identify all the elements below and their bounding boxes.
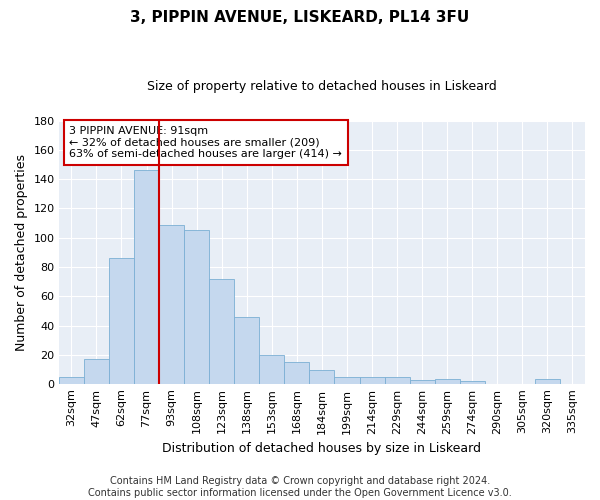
- Bar: [84, 360, 109, 384]
- Bar: [460, 382, 485, 384]
- Bar: [209, 279, 234, 384]
- Bar: [159, 224, 184, 384]
- X-axis label: Distribution of detached houses by size in Liskeard: Distribution of detached houses by size …: [163, 442, 481, 455]
- Bar: [184, 230, 209, 384]
- Text: 3 PIPPIN AVENUE: 91sqm
← 32% of detached houses are smaller (209)
63% of semi-de: 3 PIPPIN AVENUE: 91sqm ← 32% of detached…: [70, 126, 342, 159]
- Bar: [334, 377, 359, 384]
- Title: Size of property relative to detached houses in Liskeard: Size of property relative to detached ho…: [147, 80, 497, 93]
- Bar: [385, 377, 410, 384]
- Bar: [259, 355, 284, 384]
- Bar: [359, 377, 385, 384]
- Bar: [234, 317, 259, 384]
- Bar: [434, 378, 460, 384]
- Bar: [535, 378, 560, 384]
- Text: 3, PIPPIN AVENUE, LISKEARD, PL14 3FU: 3, PIPPIN AVENUE, LISKEARD, PL14 3FU: [130, 10, 470, 25]
- Bar: [134, 170, 159, 384]
- Bar: [284, 362, 310, 384]
- Text: Contains HM Land Registry data © Crown copyright and database right 2024.
Contai: Contains HM Land Registry data © Crown c…: [88, 476, 512, 498]
- Bar: [109, 258, 134, 384]
- Bar: [310, 370, 334, 384]
- Bar: [410, 380, 434, 384]
- Bar: [59, 377, 84, 384]
- Y-axis label: Number of detached properties: Number of detached properties: [15, 154, 28, 351]
